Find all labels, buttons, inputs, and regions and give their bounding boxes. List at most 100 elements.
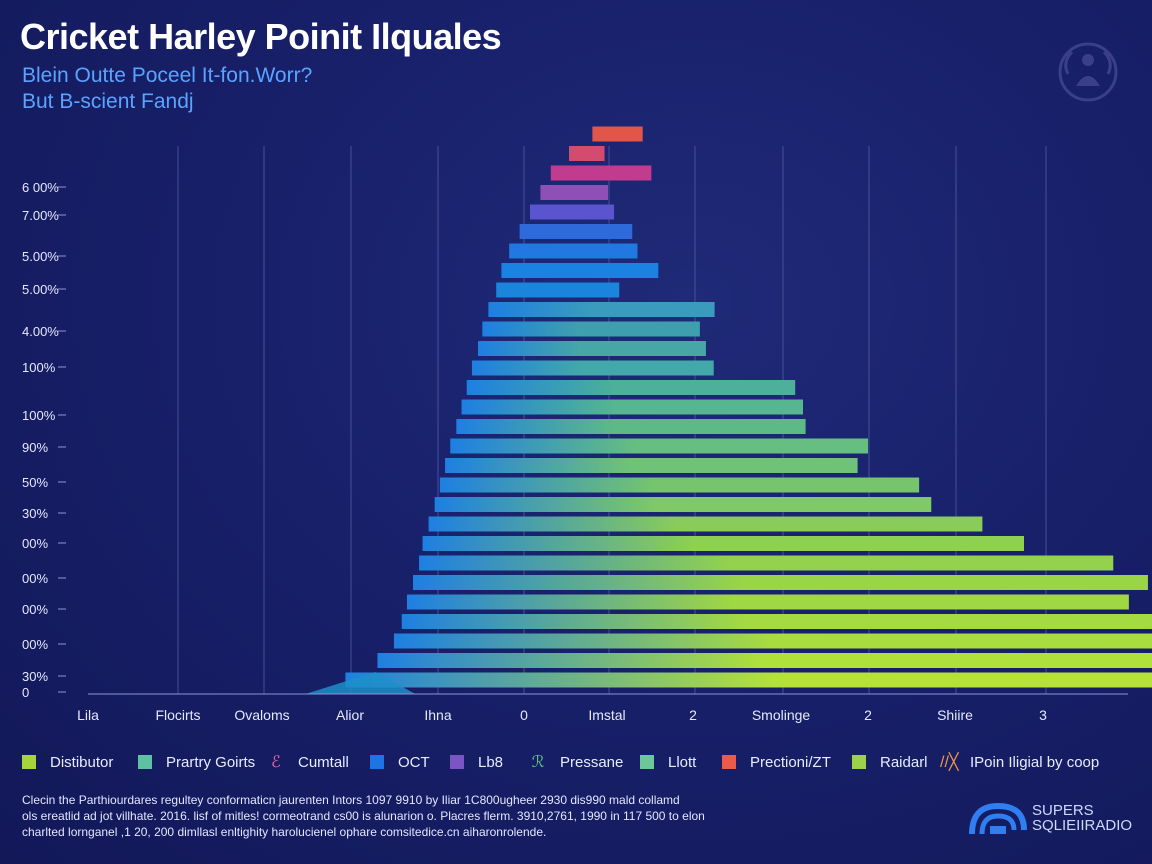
x-tick-label-2: Ovaloms	[234, 707, 289, 723]
chart-subtitle-line-1: Blein Outte Poceel It-fon.Worr?	[22, 64, 313, 87]
bar-0	[592, 126, 643, 142]
legend-label-9: IPoin Iligial by coop	[970, 753, 1100, 771]
bar-21	[422, 536, 1024, 551]
chart-caption: Clecin the Parthiourdares regultey confo…	[22, 792, 782, 840]
legend-swatch-0	[22, 755, 36, 769]
legend-item-5: ℛ Pressane	[530, 750, 624, 774]
bar-7	[501, 263, 659, 278]
legend-item-0: Distibutor	[22, 750, 113, 774]
bar-26	[393, 633, 1152, 649]
bar-25	[401, 614, 1152, 629]
x-tick-label-8: Smolinge	[752, 707, 811, 723]
legend-item-8: Raidarl	[852, 750, 928, 774]
legend-item-2: ℰ Cumtall	[268, 750, 349, 774]
legend-item-7: Prectioni/ZT	[722, 750, 831, 774]
bar-24	[406, 594, 1129, 610]
bar-1	[569, 146, 605, 161]
x-tick-label-6: Imstal	[588, 707, 625, 723]
bar-13	[466, 380, 796, 395]
x-tick-label-9: 2	[864, 707, 872, 723]
x-tick-label-4: Ihna	[424, 707, 451, 723]
chart-subtitle-line-2: But B-scient Fandj	[22, 90, 194, 113]
x-axis-tick-labels: Lila Flocirts Ovaloms Alior Ihna 0 Imstal 2 Smol…	[77, 707, 1047, 723]
bar-14	[461, 399, 803, 415]
legend-label-2: Cumtall	[298, 753, 349, 771]
legend-swatch-1	[138, 755, 152, 769]
bar-series	[305, 126, 1152, 694]
legend-label-8: Raidarl	[880, 753, 928, 771]
x-tick-label-3: Alior	[336, 707, 364, 723]
bar-27	[377, 653, 1152, 668]
x-tick-label-1: Flocirts	[155, 707, 200, 723]
y-tick-label-3: 5.00%	[22, 282, 59, 297]
bar-11	[478, 341, 706, 356]
bar-19	[434, 497, 932, 512]
y-axis-tick-labels: 6 00% 7.00% 5.00% 5.00% 4.00% 100% 100% 90% 50% 3…	[22, 180, 66, 700]
bar-3	[540, 185, 608, 200]
legend-item-9: //╳ IPoin Iligial by coop	[940, 750, 1099, 774]
bar-23	[413, 575, 1148, 590]
brand-name: SUPERS SQLIEIIRADIO	[1032, 803, 1132, 833]
caption-line-2: ols ereatlid ad jot villhate. 2016. lisf…	[22, 809, 705, 823]
pyramid-bar-chart: 6 00% 7.00% 5.00% 5.00% 4.00% 100% 100% 90% 50% 3…	[22, 126, 1152, 723]
legend-label-4: Lb8	[478, 753, 504, 771]
y-tick-label-0: 6 00%	[22, 180, 59, 195]
bar-8	[496, 282, 620, 298]
legend-swatch-6	[640, 755, 654, 769]
y-tick-label-15: 0	[22, 685, 29, 700]
bar-2	[550, 165, 652, 181]
y-tick-label-1: 7.00%	[22, 208, 59, 223]
caption-line-3: charlted lornganel ,1 20, 200 dimllasl e…	[22, 825, 547, 839]
bar-17	[445, 458, 858, 473]
bar-4	[530, 204, 615, 220]
bar-22	[419, 555, 1114, 571]
bar-16	[450, 438, 868, 454]
chart-title: Cricket Harley Poinit Ilquales	[20, 16, 502, 57]
x-tick-label-10: Shiire	[937, 707, 973, 723]
x-tick-label-5: 0	[520, 707, 528, 723]
x-tick-label-7: 2	[689, 707, 697, 723]
bar-18	[439, 477, 920, 493]
crest-logo-icon	[1058, 42, 1118, 102]
brand-arc-icon	[969, 802, 1027, 835]
x-tick-label-0: Lila	[77, 707, 99, 723]
legend-glyph-icon-2: ℰ	[271, 754, 281, 771]
y-tick-label-7: 90%	[22, 440, 48, 455]
legend-item-3: OCT	[370, 750, 430, 774]
legend-label-7: Prectioni/ZT	[750, 753, 831, 771]
legend-swatch-7	[722, 755, 736, 769]
legend-item-6: Llott	[640, 750, 696, 774]
y-tick-label-2: 5.00%	[22, 249, 59, 264]
y-tick-label-9: 30%	[22, 506, 48, 521]
brand-logo: SUPERS SQLIEIIRADIO	[968, 800, 1138, 840]
y-tick-label-11: 00%	[22, 571, 48, 586]
legend-label-0: Distibutor	[50, 753, 114, 771]
y-tick-label-14: 30%	[22, 669, 48, 684]
bar-6	[509, 243, 638, 259]
legend-label-3: OCT	[398, 753, 430, 771]
brand-name-line-1: SUPERS	[1032, 802, 1094, 819]
legend-item-4: Lb8	[450, 750, 503, 774]
chart-legend: Distibutor Prartry Goirts ℰ Cumtall OCT Lb8 ℛ P…	[22, 750, 1142, 774]
bar-28	[345, 672, 1152, 688]
legend-glyph-icon-9: //╳	[940, 754, 959, 771]
legend-label-6: Llott	[668, 753, 697, 771]
bar-base-wedge	[305, 672, 416, 694]
y-tick-label-8: 50%	[22, 475, 48, 490]
x-tick-label-11: 3	[1039, 707, 1047, 723]
bar-15	[456, 419, 806, 434]
bar-20	[428, 516, 983, 532]
bar-9	[488, 302, 715, 317]
bar-12	[471, 360, 714, 376]
y-tick-label-5: 100%	[22, 360, 56, 375]
y-tick-label-13: 00%	[22, 637, 48, 652]
legend-swatch-4	[450, 755, 464, 769]
y-tick-label-6: 100%	[22, 408, 56, 423]
bar-5	[519, 224, 633, 239]
legend-swatch-3	[370, 755, 384, 769]
legend-label-5: Pressane	[560, 753, 624, 771]
legend-item-1: Prartry Goirts	[138, 750, 255, 774]
y-tick-label-4: 4.00%	[22, 324, 59, 339]
legend-glyph-icon-5: ℛ	[531, 754, 545, 771]
bar-10	[482, 321, 700, 337]
